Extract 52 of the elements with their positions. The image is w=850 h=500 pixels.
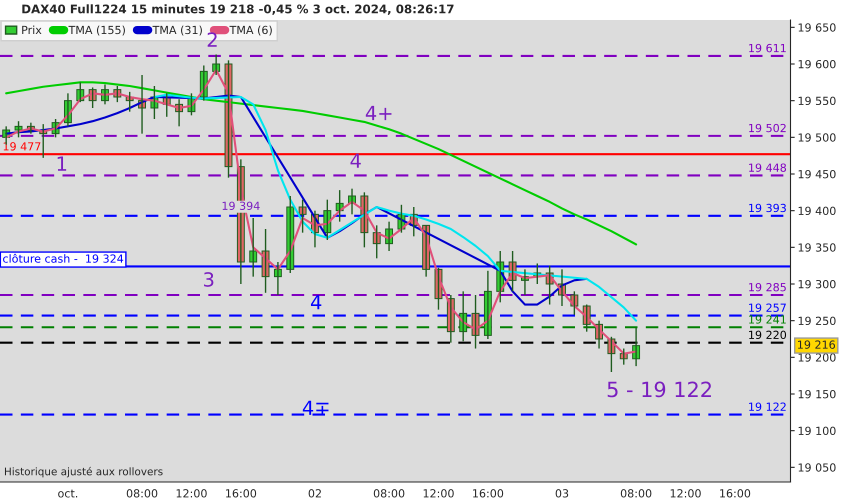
- y-tick-label: 19 400: [798, 206, 836, 216]
- y-tick-label: 19 300: [798, 280, 836, 288]
- annotation: 19 394: [222, 202, 260, 210]
- x-tick-label: 08:00: [620, 489, 652, 498]
- text: 19 216: [798, 340, 836, 349]
- x-tick-label: 16:00: [226, 489, 256, 498]
- x-tick-label: 16:00: [473, 489, 504, 498]
- ref-line-label: 19 393: [749, 204, 786, 212]
- x-tick-label: 08:00: [126, 489, 158, 498]
- y-tick-label: 19 100: [798, 426, 836, 436]
- annotation: 5 - 19 122: [608, 382, 711, 398]
- annotation: 2: [208, 32, 217, 47]
- x-tick-label: 03: [556, 489, 568, 498]
- chart-title: DAX40 Full1224 15 minutes 19 218 -0,45 % 3 oct. 2024, 08:26:17: [22, 4, 454, 15]
- ref-line-label: 19 448: [749, 163, 786, 172]
- y-tick-label: 19 550: [798, 96, 836, 106]
- y-tick-label: 19 150: [798, 390, 836, 398]
- y-tick-label: 19 450: [798, 170, 836, 178]
- x-tick-label: 12:00: [424, 489, 454, 498]
- annotation: Historique ajusté aux rollovers: [4, 466, 163, 478]
- ref-line-label: 19 611: [749, 44, 786, 52]
- annotation: 4∓: [302, 400, 328, 415]
- x-tick-label: oct.: [58, 490, 78, 498]
- legend-label: TMA (31): [152, 26, 202, 36]
- ref-line-label: 19 502: [749, 124, 786, 132]
- y-tick-label: 19 200: [798, 353, 836, 362]
- annotation: 4: [350, 154, 361, 168]
- x-tick-label: 02: [308, 489, 321, 498]
- legend-label: TMA (6): [230, 26, 272, 36]
- legend-label: Prix: [22, 26, 42, 34]
- x-tick-label: 08:00: [374, 489, 404, 498]
- annotation: 4: [310, 295, 322, 310]
- y-tick-label: 19 650: [798, 23, 836, 32]
- line-series: [5, 81, 638, 246]
- y-tick-label: 19 500: [798, 133, 836, 142]
- y-tick-label: 19 600: [798, 60, 836, 68]
- annotation: 3: [204, 272, 214, 287]
- x-tick-label: 12:00: [176, 489, 207, 498]
- ref-line-label: clôture cash - 19 324: [3, 254, 124, 263]
- ref-line-label: 19 241: [749, 315, 786, 324]
- y-tick-label: 19 250: [798, 316, 836, 326]
- ref-line-label: 19 257: [749, 304, 786, 312]
- x-tick-label: 12:00: [670, 489, 701, 498]
- x-tick-label: 16:00: [720, 489, 750, 498]
- ref-line-label: 19 285: [749, 282, 786, 292]
- annotation: 1: [58, 156, 66, 171]
- annotation: 4+: [366, 106, 392, 120]
- ref-line-label: 19 122: [749, 402, 786, 411]
- legend-label: TMA (155): [68, 26, 125, 36]
- y-tick-label: 19 350: [798, 243, 836, 252]
- y-tick-label: 19 050: [798, 463, 836, 472]
- ref-line-label: 19 220: [749, 330, 786, 340]
